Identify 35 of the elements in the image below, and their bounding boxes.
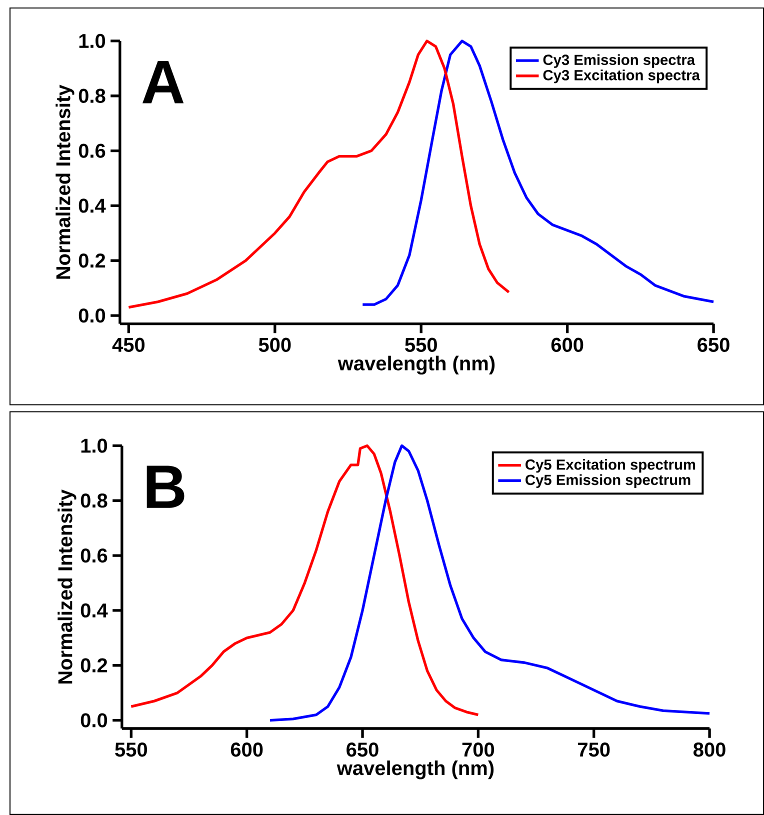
y-tick-label: 0.2 xyxy=(78,254,106,268)
legend-label: Cy5 Excitation spectrum xyxy=(526,459,696,473)
annotation: B xyxy=(146,466,184,508)
x-tick-label: 600 xyxy=(551,338,584,352)
x-tick-label: 550 xyxy=(115,742,147,757)
y-axis-title: Normalized Intensity xyxy=(58,489,76,684)
x-tick-label: 550 xyxy=(405,338,437,352)
x-tick-label: 450 xyxy=(112,338,145,352)
x-tick-label: 750 xyxy=(578,742,610,757)
x-tick-label: 500 xyxy=(258,338,291,352)
x-tick-label: 800 xyxy=(693,742,726,757)
annotation: A xyxy=(142,61,184,104)
legend-label: Cy3 Emission spectra xyxy=(543,54,696,68)
y-tick-label: 0.8 xyxy=(78,88,106,103)
y-tick-label: 1.0 xyxy=(81,438,108,453)
y-tick-label: 0.0 xyxy=(80,713,108,728)
x-tick-label: 600 xyxy=(230,742,263,757)
x-tick-label: 650 xyxy=(698,338,730,352)
y-tick-label: 1.0 xyxy=(79,34,106,48)
x-axis-title: wavelength (nm) xyxy=(338,356,495,375)
legend-label: Cy5 Emission spectrum xyxy=(526,474,690,488)
y-tick-label: 0.4 xyxy=(80,603,108,618)
line-series xyxy=(130,444,480,716)
x-tick-label: 650 xyxy=(346,742,378,757)
line-series xyxy=(127,40,510,309)
x-axis-title: wavelength (nm) xyxy=(336,760,494,780)
y-tick-label: 0.8 xyxy=(80,494,108,508)
y-tick-label: 0.6 xyxy=(78,144,106,158)
y-axis-title: Normalized Intensity xyxy=(56,84,74,279)
y-tick-label: 0.6 xyxy=(80,548,108,563)
y-tick-label: 0.4 xyxy=(78,198,106,213)
y-tick-label: 0.0 xyxy=(78,308,106,323)
legend-label: Cy3 Excitation spectra xyxy=(543,70,700,84)
y-tick-label: 0.2 xyxy=(80,658,108,672)
x-tick-label: 700 xyxy=(462,742,494,757)
